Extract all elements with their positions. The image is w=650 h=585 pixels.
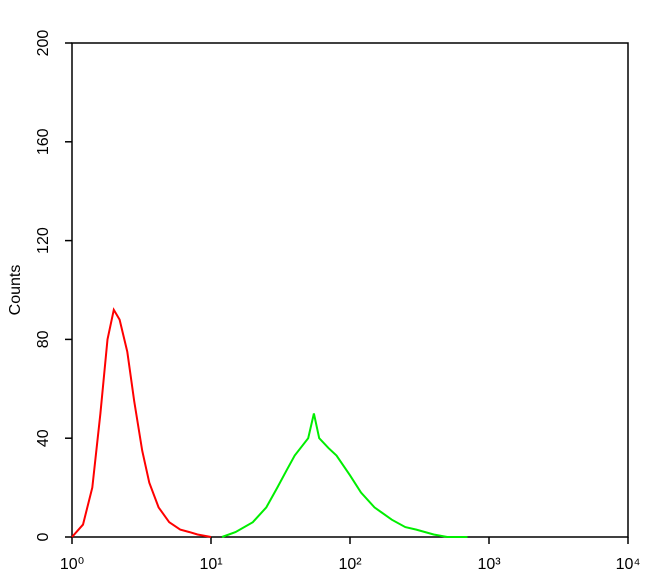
x-tick-label: 10³ xyxy=(477,556,501,573)
plot-frame xyxy=(71,42,629,538)
x-tick-label: 10² xyxy=(338,556,362,573)
y-tick-label: 40 xyxy=(35,429,52,447)
y-tick-label: 160 xyxy=(35,128,52,155)
x-tick-label: 10¹ xyxy=(199,556,222,573)
x-tick-label: 10⁴ xyxy=(616,556,641,573)
y-tick-label: 80 xyxy=(35,330,52,348)
y-tick-label: 200 xyxy=(35,30,52,57)
histogram-line xyxy=(71,307,212,538)
y-axis-label: Counts xyxy=(7,265,24,316)
x-tick-label: 10⁰ xyxy=(60,556,84,573)
y-tick-label: 0 xyxy=(35,532,52,541)
histogram-line xyxy=(221,413,468,538)
y-tick-label: 120 xyxy=(35,227,52,254)
